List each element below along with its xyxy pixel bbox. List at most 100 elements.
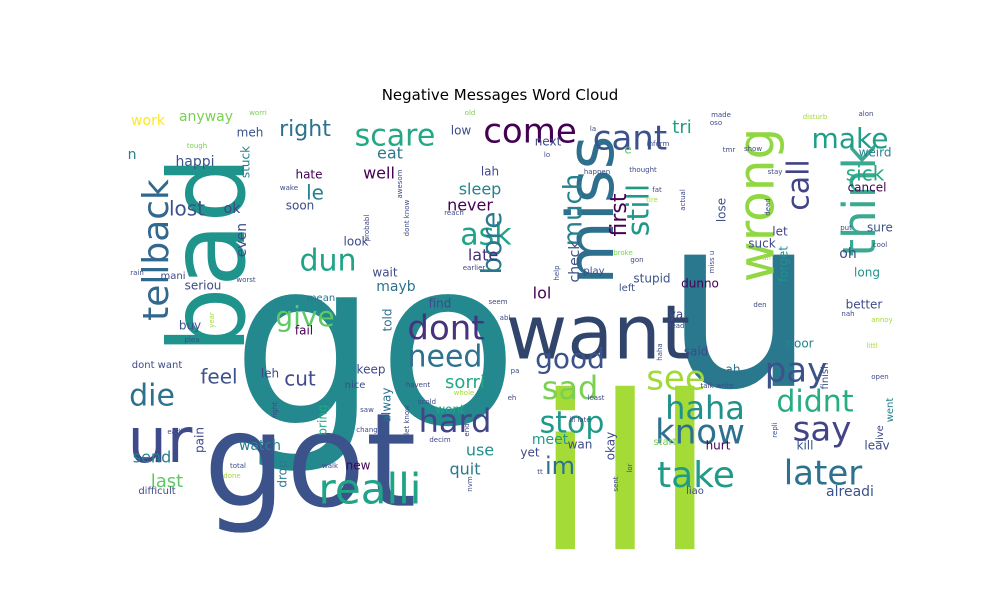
word-bring: bring: [316, 404, 330, 435]
word-sad: sad: [542, 369, 599, 407]
word-find: find: [429, 297, 452, 311]
small-word-tmr: tmr: [723, 146, 736, 154]
small-word-tire: tire: [646, 196, 658, 204]
word-lose: lose: [715, 198, 729, 222]
word-wait: wait: [372, 266, 398, 280]
word-got: got: [203, 385, 416, 537]
word-sure: sure: [867, 221, 893, 235]
word-mean: mean: [307, 293, 335, 304]
word-lol: lol: [533, 284, 552, 303]
word-difficult: difficult: [138, 486, 175, 497]
small-word-lead: lead: [670, 322, 685, 330]
word-ask: ask: [460, 218, 512, 253]
small-word-omg: omg: [559, 478, 575, 486]
word-left: left: [619, 283, 635, 294]
word-pain: pain: [193, 427, 207, 453]
word-right: right: [279, 117, 331, 142]
word-didnt: didnt: [776, 385, 853, 420]
word-low: low: [451, 124, 472, 138]
small-word-lor: lor: [626, 463, 634, 472]
small-word-inform: inform: [647, 140, 670, 148]
word-ur: ur: [128, 404, 193, 477]
small-word-ill-late: ill late: [569, 416, 590, 424]
small-word-broke: broke: [613, 249, 633, 257]
word-know: know: [655, 413, 745, 453]
word-work: work: [131, 113, 166, 129]
small-word-oso: oso: [710, 119, 722, 127]
small-word-pa: pa: [511, 367, 520, 375]
word-weird: weird: [859, 146, 892, 160]
word-wrong: wrong: [728, 128, 786, 282]
small-word-plea: plea: [185, 336, 200, 344]
small-word-wake: wake: [280, 184, 298, 192]
word-oh: oh: [839, 246, 856, 262]
word-meet: meet: [532, 432, 569, 448]
small-word-talk: talk: [700, 382, 714, 390]
word-watch: watch: [239, 438, 281, 454]
word-fail: fail: [295, 324, 313, 338]
word-see: see: [646, 359, 706, 399]
word-soon: soon: [286, 199, 315, 213]
word-ok: ok: [224, 201, 242, 217]
small-word-worst: worst: [236, 276, 256, 284]
small-word-repli: repli: [771, 422, 779, 437]
word-next: next: [535, 135, 562, 149]
small-word-eh: eh: [508, 394, 517, 402]
word-e: e: [624, 143, 631, 157]
small-word-run: run: [759, 254, 771, 262]
word-stop: stop: [540, 406, 605, 441]
word-alway: alway: [380, 388, 394, 423]
small-word-awesom: awesom: [396, 169, 404, 198]
word-cant: cant: [593, 119, 667, 159]
word-keep: keep: [357, 363, 386, 377]
word-stupid: stupid: [633, 272, 670, 286]
word-first: first: [607, 193, 632, 236]
word-late: late: [468, 246, 498, 265]
word-think: think: [833, 143, 886, 256]
word-nice: nice: [345, 380, 366, 391]
word-later: later: [784, 454, 863, 494]
small-word-let-know: let know: [403, 405, 411, 435]
word-wont: wont: [435, 403, 465, 417]
small-word-alon: alon: [859, 110, 874, 118]
word-better: better: [846, 298, 883, 312]
word-want: want: [506, 289, 690, 377]
word-okay: okay: [604, 432, 618, 461]
word-make: make: [812, 122, 889, 155]
word-start: start: [653, 437, 676, 448]
small-word-nvm: nvm: [466, 476, 474, 492]
small-word-reach: reach: [444, 209, 464, 217]
word-send: send: [133, 448, 171, 467]
small-word-whole: whole: [454, 389, 475, 397]
word-play: play: [583, 266, 604, 277]
small-word-walk: walk: [322, 462, 339, 470]
word-die: die: [129, 379, 175, 414]
word-finish: finish: [820, 363, 831, 390]
word-well: well: [363, 164, 395, 183]
small-word-disturb: disturb: [803, 113, 828, 121]
word-need: need: [408, 340, 483, 375]
word-bad: bad: [147, 156, 269, 354]
word-never: never: [447, 196, 493, 215]
word-said: said: [684, 345, 709, 359]
word-let: let: [772, 225, 788, 239]
small-word-done: done: [223, 472, 240, 480]
word-liao: liao: [686, 486, 704, 497]
word-told: told: [381, 309, 395, 332]
small-word-lo: lo: [544, 151, 550, 159]
word-tellback: tellback: [136, 179, 177, 321]
small-word-gon: gon: [630, 256, 643, 264]
small-word-probabl: probabl: [363, 215, 371, 242]
word-im: im: [545, 452, 575, 480]
word-ill: ill: [535, 349, 714, 600]
small-word-cool: cool: [873, 241, 887, 249]
word-forget: forget: [777, 246, 791, 282]
small-word-sent: sent: [612, 476, 620, 491]
word-come: come: [483, 112, 577, 152]
word-hate: hate: [295, 168, 322, 182]
word-wan: wan: [568, 438, 593, 452]
small-word-thought: thought: [629, 166, 657, 174]
word-say: say: [793, 410, 852, 450]
